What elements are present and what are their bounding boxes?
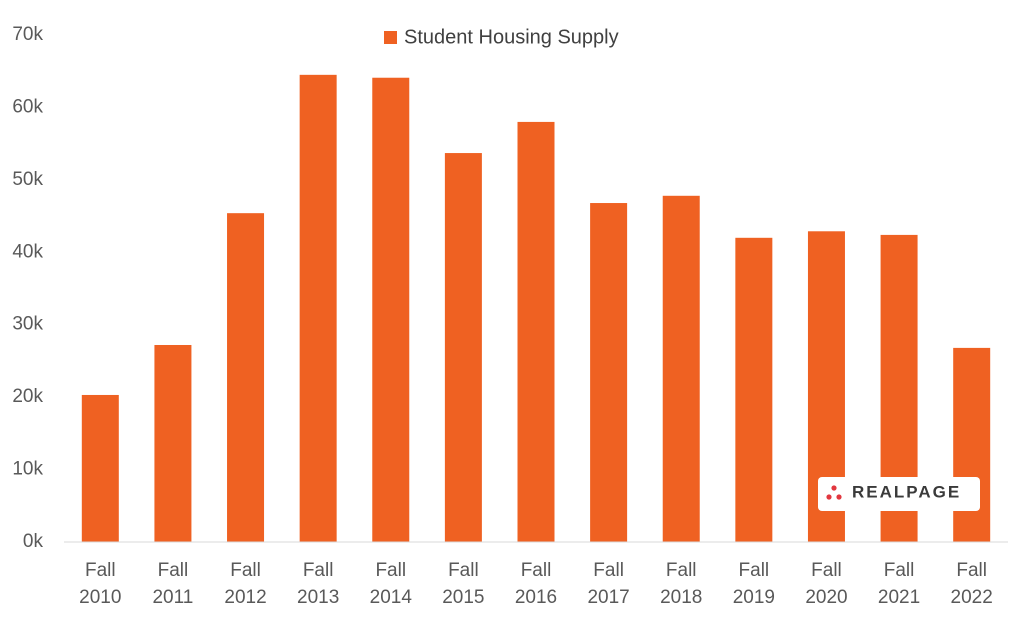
logo: REALPAGE: [818, 477, 980, 511]
y-tick-label: 10k: [12, 459, 43, 480]
bar: [590, 203, 628, 542]
bar: [227, 213, 265, 542]
bar: [299, 74, 337, 542]
bar: [953, 347, 991, 542]
logo-text: REALPAGE: [852, 482, 961, 501]
x-tick-label: Fall 2018: [660, 560, 702, 608]
y-tick-label: 50k: [12, 169, 43, 190]
x-tick-label: Fall 2017: [587, 560, 629, 608]
bar: [372, 77, 410, 543]
y-tick-label: 30k: [12, 314, 43, 335]
x-tick-label: Fall 2014: [370, 560, 413, 608]
y-tick-label: 0k: [23, 531, 44, 552]
bar: [735, 237, 773, 543]
y-tick-label: 70k: [12, 24, 43, 45]
x-tick-label: Fall 2016: [515, 560, 557, 608]
bar: [517, 121, 555, 543]
x-tick-label: Fall 2015: [442, 560, 484, 608]
y-tick-label: 20k: [12, 386, 43, 407]
legend-swatch: [384, 31, 397, 44]
bar: [444, 153, 482, 542]
x-tick-label: Fall 2019: [733, 560, 775, 608]
logo-dot: [826, 494, 832, 500]
logo-dot: [831, 485, 837, 491]
bar: [662, 195, 700, 542]
legend-label: Student Housing Supply: [404, 26, 619, 48]
y-tick-label: 60k: [12, 96, 43, 117]
x-tick-label: Fall 2011: [152, 560, 193, 608]
x-tick-label: Fall 2022: [951, 560, 993, 608]
bar: [81, 394, 119, 542]
x-tick-label: Fall 2021: [878, 560, 920, 608]
x-tick-label: Fall 2013: [297, 560, 339, 608]
x-tick-label: Fall 2010: [79, 560, 121, 608]
logo-dot: [836, 494, 842, 500]
x-tick-label: Fall 2020: [805, 560, 847, 608]
bar: [154, 344, 192, 542]
x-tick-label: Fall 2012: [224, 560, 266, 608]
logo-box: [818, 477, 980, 511]
y-tick-label: 40k: [12, 241, 43, 262]
